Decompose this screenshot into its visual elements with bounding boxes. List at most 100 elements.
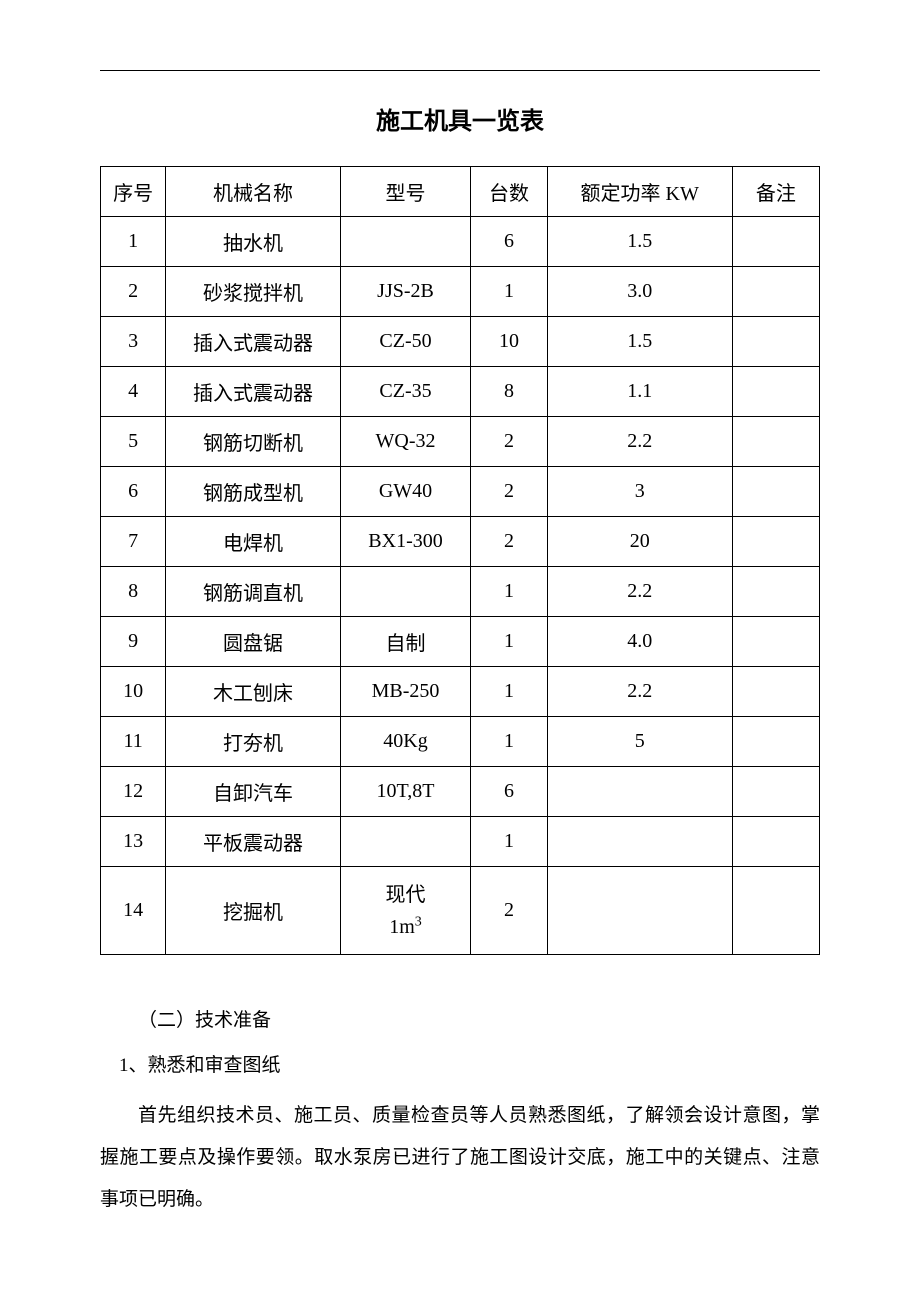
table-body: 1抽水机61.52砂浆搅拌机JJS-2B13.03插入式震动器CZ-50101.… [101, 217, 820, 955]
col-header-qty: 台数 [471, 167, 547, 217]
table-row: 5钢筋切断机WQ-3222.2 [101, 417, 820, 467]
cell-model: BX1-300 [340, 517, 471, 567]
table-row: 9圆盘锯自制14.0 [101, 617, 820, 667]
cell-name: 钢筋调直机 [166, 567, 340, 617]
cell-power: 1.5 [547, 217, 732, 267]
cell-model: 10T,8T [340, 767, 471, 817]
cell-power: 3.0 [547, 267, 732, 317]
cell-seq: 8 [101, 567, 166, 617]
section-heading: （二）技术准备 [100, 1005, 820, 1032]
table-row: 6钢筋成型机GW4023 [101, 467, 820, 517]
cell-name: 抽水机 [166, 217, 340, 267]
cell-model [340, 567, 471, 617]
cell-qty: 1 [471, 717, 547, 767]
cell-model: 40Kg [340, 717, 471, 767]
cell-note [732, 567, 819, 617]
cell-name: 平板震动器 [166, 817, 340, 867]
cell-seq: 6 [101, 467, 166, 517]
cell-seq: 13 [101, 817, 166, 867]
col-header-name: 机械名称 [166, 167, 340, 217]
cell-power: 1.5 [547, 317, 732, 367]
cell-note [732, 817, 819, 867]
cell-note [732, 517, 819, 567]
table-header-row: 序号 机械名称 型号 台数 额定功率 KW 备注 [101, 167, 820, 217]
cell-model: WQ-32 [340, 417, 471, 467]
cell-seq: 7 [101, 517, 166, 567]
cell-note [732, 617, 819, 667]
subsection-heading: 1、熟悉和审查图纸 [100, 1050, 820, 1077]
cell-power [547, 767, 732, 817]
cell-name: 砂浆搅拌机 [166, 267, 340, 317]
table-row: 4插入式震动器CZ-3581.1 [101, 367, 820, 417]
cell-power: 20 [547, 517, 732, 567]
cell-note [732, 717, 819, 767]
cell-name: 钢筋成型机 [166, 467, 340, 517]
table-row: 2砂浆搅拌机JJS-2B13.0 [101, 267, 820, 317]
cell-qty: 6 [471, 767, 547, 817]
cell-power: 2.2 [547, 567, 732, 617]
cell-model: 自制 [340, 617, 471, 667]
table-row: 12自卸汽车10T,8T6 [101, 767, 820, 817]
cell-model [340, 217, 471, 267]
cell-note [732, 417, 819, 467]
body-paragraph: 首先组织技术员、施工员、质量检查员等人员熟悉图纸，了解领会设计意图，掌握施工要点… [100, 1095, 820, 1220]
cell-name: 打夯机 [166, 717, 340, 767]
cell-note [732, 667, 819, 717]
cell-note [732, 267, 819, 317]
table-row: 14挖掘机现代1m32 [101, 867, 820, 955]
col-header-note: 备注 [732, 167, 819, 217]
cell-model: GW40 [340, 467, 471, 517]
cell-power [547, 867, 732, 955]
cell-seq: 5 [101, 417, 166, 467]
cell-seq: 4 [101, 367, 166, 417]
table-row: 3插入式震动器CZ-50101.5 [101, 317, 820, 367]
cell-power [547, 817, 732, 867]
cell-seq: 11 [101, 717, 166, 767]
cell-qty: 2 [471, 417, 547, 467]
cell-name: 木工刨床 [166, 667, 340, 717]
cell-qty: 8 [471, 367, 547, 417]
col-header-model: 型号 [340, 167, 471, 217]
cell-seq: 1 [101, 217, 166, 267]
cell-qty: 2 [471, 517, 547, 567]
cell-name: 圆盘锯 [166, 617, 340, 667]
cell-note [732, 317, 819, 367]
cell-name: 自卸汽车 [166, 767, 340, 817]
table-row: 1抽水机 61.5 [101, 217, 820, 267]
cell-seq: 3 [101, 317, 166, 367]
col-header-power: 额定功率 KW [547, 167, 732, 217]
cell-name: 插入式震动器 [166, 317, 340, 367]
equipment-table: 序号 机械名称 型号 台数 额定功率 KW 备注 1抽水机61.52砂浆搅拌机J… [100, 166, 820, 955]
cell-seq: 9 [101, 617, 166, 667]
cell-qty: 1 [471, 267, 547, 317]
col-header-seq: 序号 [101, 167, 166, 217]
cell-qty: 2 [471, 867, 547, 955]
cell-seq: 12 [101, 767, 166, 817]
cell-qty: 1 [471, 667, 547, 717]
cell-name: 电焊机 [166, 517, 340, 567]
table-row: 11打夯机40Kg15 [101, 717, 820, 767]
cell-name: 钢筋切断机 [166, 417, 340, 467]
cell-qty: 10 [471, 317, 547, 367]
cell-model: MB-250 [340, 667, 471, 717]
cell-note [732, 867, 819, 955]
table-row: 10木工刨床MB-25012.2 [101, 667, 820, 717]
cell-note [732, 367, 819, 417]
cell-power: 3 [547, 467, 732, 517]
cell-note [732, 217, 819, 267]
cell-power: 2.2 [547, 667, 732, 717]
cell-qty: 6 [471, 217, 547, 267]
cell-qty: 1 [471, 617, 547, 667]
header-rule [100, 70, 820, 71]
cell-power: 5 [547, 717, 732, 767]
cell-seq: 2 [101, 267, 166, 317]
cell-name: 插入式震动器 [166, 367, 340, 417]
page-title: 施工机具一览表 [100, 101, 820, 136]
cell-note [732, 467, 819, 517]
table-row: 8钢筋调直机12.2 [101, 567, 820, 617]
cell-power: 4.0 [547, 617, 732, 667]
cell-seq: 10 [101, 667, 166, 717]
cell-model [340, 817, 471, 867]
cell-note [732, 767, 819, 817]
cell-power: 1.1 [547, 367, 732, 417]
